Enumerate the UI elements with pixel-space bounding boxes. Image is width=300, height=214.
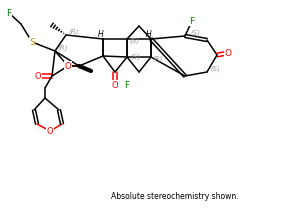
Text: H: H: [146, 30, 152, 39]
Text: O: O: [224, 49, 232, 58]
Text: (S): (S): [210, 66, 220, 72]
Text: O: O: [47, 126, 53, 135]
Text: F: F: [189, 16, 195, 25]
Text: (S): (S): [130, 54, 140, 60]
Text: O: O: [65, 61, 71, 70]
Text: O: O: [112, 80, 118, 89]
Text: S: S: [29, 37, 35, 46]
Text: O: O: [35, 71, 41, 80]
Text: (R): (R): [153, 56, 163, 62]
Text: (S): (S): [129, 38, 139, 44]
Text: H: H: [98, 30, 104, 39]
Text: Absolute stereochemistry shown.: Absolute stereochemistry shown.: [111, 192, 239, 201]
Text: (S): (S): [190, 30, 200, 36]
Text: F: F: [124, 80, 130, 89]
Text: (R): (R): [58, 45, 68, 51]
Text: F: F: [6, 9, 12, 18]
Text: (R): (R): [69, 29, 79, 35]
